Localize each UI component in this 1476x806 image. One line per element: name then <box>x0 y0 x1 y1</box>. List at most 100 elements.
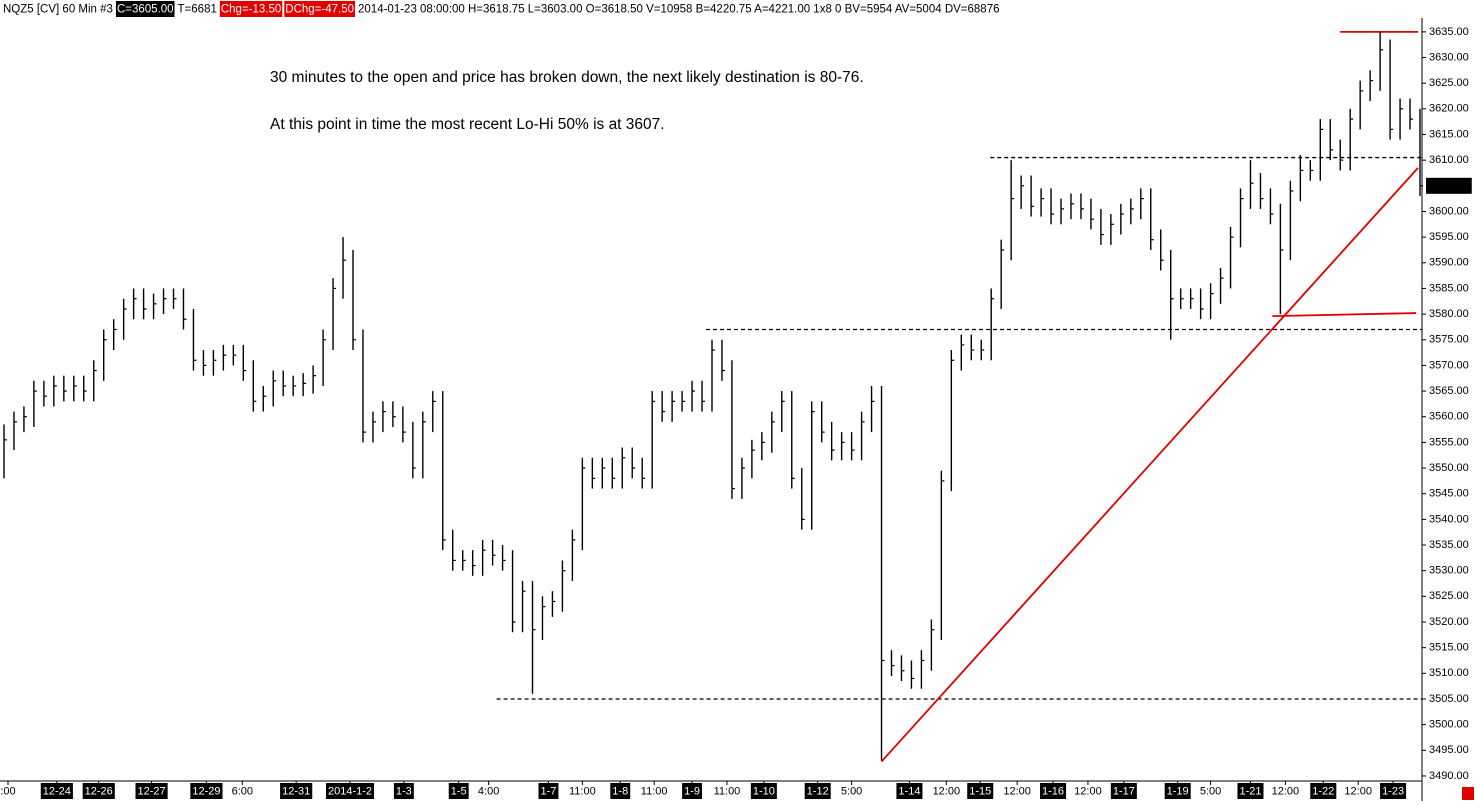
x-tick-box <box>393 783 414 799</box>
x-tick-label: 12:00 <box>1074 785 1102 797</box>
y-tick-label: 3530.00 <box>1429 565 1469 577</box>
y-tick-label: 3590.00 <box>1429 257 1469 269</box>
x-tick-box <box>40 783 73 799</box>
last-price-box <box>1426 177 1472 194</box>
header-item: DChg=-47.50 <box>285 4 354 16</box>
x-tick-label: 1-10 <box>753 785 775 797</box>
x-tick-box <box>1237 783 1264 799</box>
y-tick-label: 3525.00 <box>1429 590 1469 602</box>
x-tick-label: 12-27 <box>138 785 166 797</box>
x-tick-box <box>1110 783 1137 799</box>
annotation: 30 minutes to the open and price has bro… <box>270 69 864 86</box>
x-tick-label: 1-23 <box>1382 785 1404 797</box>
x-tick-label: 2014-1-2 <box>328 785 372 797</box>
y-tick-label: 3575.00 <box>1429 334 1469 346</box>
x-tick-box <box>280 783 313 799</box>
x-tick-label: 11:00 <box>569 785 596 797</box>
y-tick-label: 3540.00 <box>1429 513 1469 525</box>
x-tick-label: 12:00 <box>1003 785 1031 797</box>
y-tick-label: 3560.00 <box>1429 411 1469 423</box>
header-item: C=3605.00 <box>117 4 174 16</box>
x-tick-label: 11:00 <box>641 785 668 797</box>
x-tick-label: 1-15 <box>969 785 991 797</box>
x-tick-label: 12-29 <box>192 785 220 797</box>
x-tick-box <box>682 783 703 799</box>
x-tick-label: 12:00 <box>1272 785 1300 797</box>
y-tick-label: 3570.00 <box>1429 359 1469 371</box>
y-tick-label: 3580.00 <box>1429 308 1469 320</box>
x-tick-box <box>1310 783 1337 799</box>
x-tick-box <box>538 783 559 799</box>
y-tick-label: 3615.00 <box>1429 128 1469 140</box>
corner-marker <box>1462 787 1474 800</box>
x-tick-label: 1-7 <box>541 785 557 797</box>
x-tick-box <box>1164 783 1191 799</box>
x-tick-label: 1-21 <box>1239 785 1261 797</box>
header-box <box>284 1 356 17</box>
trend-line <box>1272 312 1417 318</box>
y-tick-label: 3520.00 <box>1429 616 1469 628</box>
y-tick-label: 3510.00 <box>1429 667 1469 679</box>
x-tick-label: 11:00 <box>714 785 741 797</box>
y-tick-label: 3565.00 <box>1429 385 1469 397</box>
x-tick-box <box>325 783 375 799</box>
trend-line <box>880 167 1419 763</box>
y-tick-label: 3610.00 <box>1429 154 1469 166</box>
x-tick-label: 12-24 <box>43 785 71 797</box>
y-tick-label: 3630.00 <box>1429 51 1469 63</box>
x-tick-label: 12:00 <box>933 785 961 797</box>
x-tick-label: 1-9 <box>684 785 700 797</box>
header-box <box>219 1 283 17</box>
annotation: At this point in time the most recent Lo… <box>270 116 665 133</box>
x-tick-label: 1-3 <box>396 785 412 797</box>
y-tick-label: 3495.00 <box>1429 744 1469 756</box>
header-box <box>357 1 1001 17</box>
x-tick-label: :00 <box>0 785 15 797</box>
x-tick-box <box>190 783 223 799</box>
y-tick-label: 3500.00 <box>1429 719 1469 731</box>
y-tick-label: 3585.00 <box>1429 282 1469 294</box>
x-tick-box <box>967 783 994 799</box>
y-tick-label: 3600.00 <box>1429 205 1469 217</box>
header-box <box>2 1 114 17</box>
header-item: 2014-01-23 08:00:00 H=3618.75 L=3603.00 … <box>358 4 999 16</box>
x-tick-box <box>610 783 631 799</box>
header-item: NQZ5 [CV] 60 Min #3 <box>3 4 113 16</box>
y-tick-label: 3555.00 <box>1429 436 1469 448</box>
x-tick-label: 1-22 <box>1312 785 1334 797</box>
x-tick-label: 1-5 <box>451 785 467 797</box>
x-tick-label: 1-8 <box>612 785 628 797</box>
x-tick-box <box>750 783 777 799</box>
x-tick-box <box>448 783 469 799</box>
x-tick-label: 6:00 <box>232 785 253 797</box>
y-tick-label: 3595.00 <box>1429 231 1469 243</box>
y-tick-label: 3550.00 <box>1429 462 1469 474</box>
y-tick-label: 3515.00 <box>1429 642 1469 654</box>
last-price-label: 3605.00 <box>1429 180 1469 192</box>
x-tick-label: 12-26 <box>85 785 113 797</box>
x-tick-box <box>82 783 115 799</box>
x-tick-label: 12-31 <box>282 785 310 797</box>
x-tick-label: 5:00 <box>1200 785 1221 797</box>
y-tick-label: 3635.00 <box>1429 26 1469 38</box>
y-tick-label: 3625.00 <box>1429 77 1469 89</box>
x-tick-label: 1-14 <box>898 785 920 797</box>
x-tick-box <box>135 783 168 799</box>
x-tick-label: 4:00 <box>478 785 499 797</box>
header-box <box>176 1 218 17</box>
x-tick-label: 1-16 <box>1042 785 1064 797</box>
header-item: T=6681 <box>178 4 217 16</box>
header-item: Chg=-13.50 <box>221 4 281 16</box>
x-tick-label: 12:00 <box>1344 785 1372 797</box>
x-tick-box <box>1380 783 1407 799</box>
header-box <box>115 1 175 17</box>
x-tick-label: 1-12 <box>807 785 829 797</box>
x-tick-box <box>804 783 831 799</box>
x-tick-label: 1-19 <box>1167 785 1189 797</box>
y-tick-label: 3620.00 <box>1429 103 1469 115</box>
y-tick-label: 3505.00 <box>1429 693 1469 705</box>
y-tick-label: 3490.00 <box>1429 770 1469 782</box>
